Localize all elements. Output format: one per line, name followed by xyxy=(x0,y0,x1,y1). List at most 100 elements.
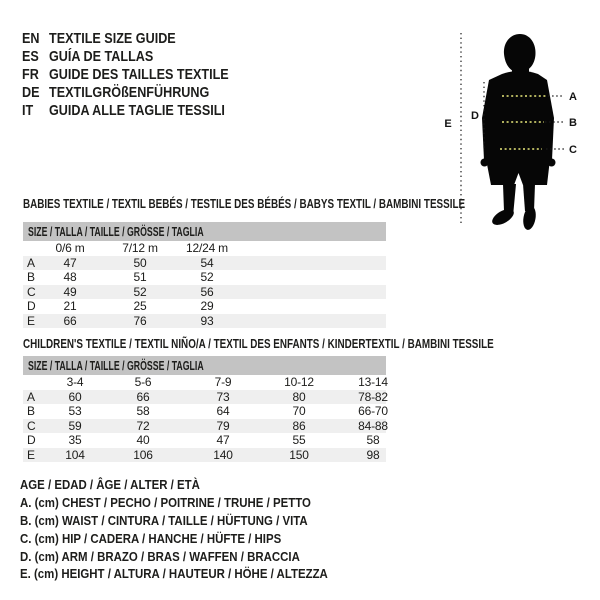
legend-item-label: C. (cm) HIP / CADERA / HANCHE / HÜFTE / … xyxy=(20,530,282,546)
cell: 58 xyxy=(366,433,380,447)
guide-title-it: GUIDA ALLE TAGLIE TESSILI xyxy=(49,102,225,119)
cell: 73 xyxy=(216,389,230,404)
cell: 47 xyxy=(216,433,230,447)
column-header: 13-14 xyxy=(358,375,388,389)
row-label: C xyxy=(27,418,36,433)
language-row-de: DE TEXTILGRÖßENFÜHRUNG xyxy=(22,84,263,102)
row-label: A xyxy=(27,255,35,270)
legend-waist: B. (cm) WAIST / CINTURA / TAILLE / HÜFTU… xyxy=(20,512,370,530)
table-row-c: C 49 52 56 xyxy=(23,284,386,299)
cell: 104 xyxy=(65,447,85,462)
row-label: D xyxy=(27,299,36,313)
cell: 25 xyxy=(133,299,147,313)
cell: 70 xyxy=(292,404,306,418)
marker-e-label: E xyxy=(444,118,451,130)
marker-b-label: B xyxy=(569,117,577,129)
legend-chest: A. (cm) CHEST / PECHO / POITRINE / TRUHE… xyxy=(20,494,370,512)
child-measurement-figure: A B C D E xyxy=(444,33,577,230)
legend-height: E. (cm) HEIGHT / ALTURA / HAUTEUR / HÖHE… xyxy=(20,565,370,583)
cell: 60 xyxy=(68,389,82,404)
cell: 150 xyxy=(289,447,309,462)
cell: 106 xyxy=(133,447,153,462)
cell: 54 xyxy=(200,255,214,270)
cell: 80 xyxy=(292,389,306,404)
legend-item-label: B. (cm) WAIST / CINTURA / TAILLE / HÜFTU… xyxy=(20,512,308,528)
cell: 98 xyxy=(366,447,380,462)
cell: 53 xyxy=(68,404,82,418)
measurement-lines xyxy=(460,33,564,226)
row-label: E xyxy=(27,313,35,328)
table-row-e: E 104 106 140 150 98 xyxy=(23,447,386,462)
cell: 58 xyxy=(136,404,150,418)
column-header: 5-6 xyxy=(134,375,152,389)
children-section-title: CHILDREN'S TEXTILE / TEXTIL NIÑO/A / TEX… xyxy=(23,336,494,351)
language-code: FR xyxy=(22,66,39,83)
cell: 21 xyxy=(63,299,77,313)
table-row-b: B 53 58 64 70 66-70 xyxy=(23,404,388,419)
cell: 72 xyxy=(136,418,150,433)
legend-hip: C. (cm) HIP / CADERA / HANCHE / HÜFTE / … xyxy=(20,530,370,548)
cell: 56 xyxy=(200,284,214,299)
table-row-a: A 60 66 73 80 78-82 xyxy=(23,389,388,404)
babies-size-table: SIZE / TALLA / TAILLE / GRÖSSE / TAGLIA … xyxy=(23,222,386,328)
cell: 47 xyxy=(63,255,77,270)
cell: 50 xyxy=(133,255,147,270)
cell: 48 xyxy=(63,270,77,284)
legend-item-label: E. (cm) HEIGHT / ALTURA / HAUTEUR / HÖHE… xyxy=(20,566,328,582)
table-row-d: D 35 40 47 55 58 xyxy=(23,433,386,448)
column-header: 12/24 m xyxy=(186,241,228,255)
row-label: E xyxy=(27,447,35,462)
language-code: DE xyxy=(22,84,40,101)
legend-arm: D. (cm) ARM / BRAZO / BRAS / WAFFEN / BR… xyxy=(20,548,370,566)
language-code: ES xyxy=(22,48,39,65)
cell: 49 xyxy=(63,284,77,299)
cell: 59 xyxy=(68,418,82,433)
guide-title-de: TEXTILGRÖßENFÜHRUNG xyxy=(49,84,210,101)
measurement-legend: AGE / EDAD / ÂGE / ALTER / ETÀ A. (cm) C… xyxy=(20,476,370,583)
row-label: A xyxy=(27,389,35,404)
size-header-label: SIZE / TALLA / TAILLE / GRÖSSE / TAGLIA xyxy=(28,225,204,239)
cell: 40 xyxy=(136,433,150,447)
children-column-headers: 3-4 5-6 7-9 10-12 13-14 xyxy=(23,375,388,390)
legend-age: AGE / EDAD / ÂGE / ALTER / ETÀ xyxy=(20,476,370,494)
cell: 86 xyxy=(292,418,306,433)
cell: 64 xyxy=(216,404,230,418)
cell: 78-82 xyxy=(358,389,388,404)
legend-item-label: A. (cm) CHEST / PECHO / POITRINE / TRUHE… xyxy=(20,494,311,510)
guide-title-fr: GUIDE DES TAILLES TEXTILE xyxy=(49,66,229,83)
language-row-it: IT GUIDA ALLE TAGLIE TESSILI xyxy=(22,102,263,120)
babies-column-headers: 0/6 m 7/12 m 12/24 m xyxy=(23,241,386,256)
language-list: EN TEXTILE SIZE GUIDE ES GUÍA DE TALLAS FR… xyxy=(22,30,263,120)
table-row-b: B 48 51 52 xyxy=(23,270,386,285)
column-header: 0/6 m xyxy=(55,241,85,255)
cell: 52 xyxy=(133,284,147,299)
row-label: B xyxy=(27,270,35,284)
cell: 140 xyxy=(213,447,233,462)
cell: 93 xyxy=(200,313,214,328)
cell: 35 xyxy=(68,433,82,447)
row-label: D xyxy=(27,433,36,447)
row-label: C xyxy=(27,284,36,299)
size-header-label: SIZE / TALLA / TAILLE / GRÖSSE / TAGLIA xyxy=(28,359,204,373)
language-row-es: ES GUÍA DE TALLAS xyxy=(22,48,263,66)
babies-section-title: BABIES TEXTILE / TEXTIL BEBÉS / TESTILE … xyxy=(23,196,466,211)
children-size-table: SIZE / TALLA / TAILLE / GRÖSSE / TAGLIA … xyxy=(23,356,388,462)
children-table-header-bar: SIZE / TALLA / TAILLE / GRÖSSE / TAGLIA xyxy=(23,356,386,375)
legend-age-label: AGE / EDAD / ÂGE / ALTER / ETÀ xyxy=(20,477,200,492)
marker-c-label: C xyxy=(569,144,577,156)
column-header: 3-4 xyxy=(66,375,84,389)
cell: 55 xyxy=(292,433,306,447)
table-row-e: E 66 76 93 xyxy=(23,313,386,328)
cell: 66 xyxy=(63,313,77,328)
guide-title-es: GUÍA DE TALLAS xyxy=(49,48,154,65)
language-row-en: EN TEXTILE SIZE GUIDE xyxy=(22,30,263,48)
guide-title-en: TEXTILE SIZE GUIDE xyxy=(49,30,176,47)
cell: 52 xyxy=(200,270,214,284)
column-header: 7-9 xyxy=(214,375,232,389)
cell: 29 xyxy=(200,299,214,313)
cell: 79 xyxy=(216,418,230,433)
language-code: IT xyxy=(22,102,34,119)
language-row-fr: FR GUIDE DES TAILLES TEXTILE xyxy=(22,66,263,84)
cell: 84-88 xyxy=(358,418,388,433)
table-row-d: D 21 25 29 xyxy=(23,299,386,314)
